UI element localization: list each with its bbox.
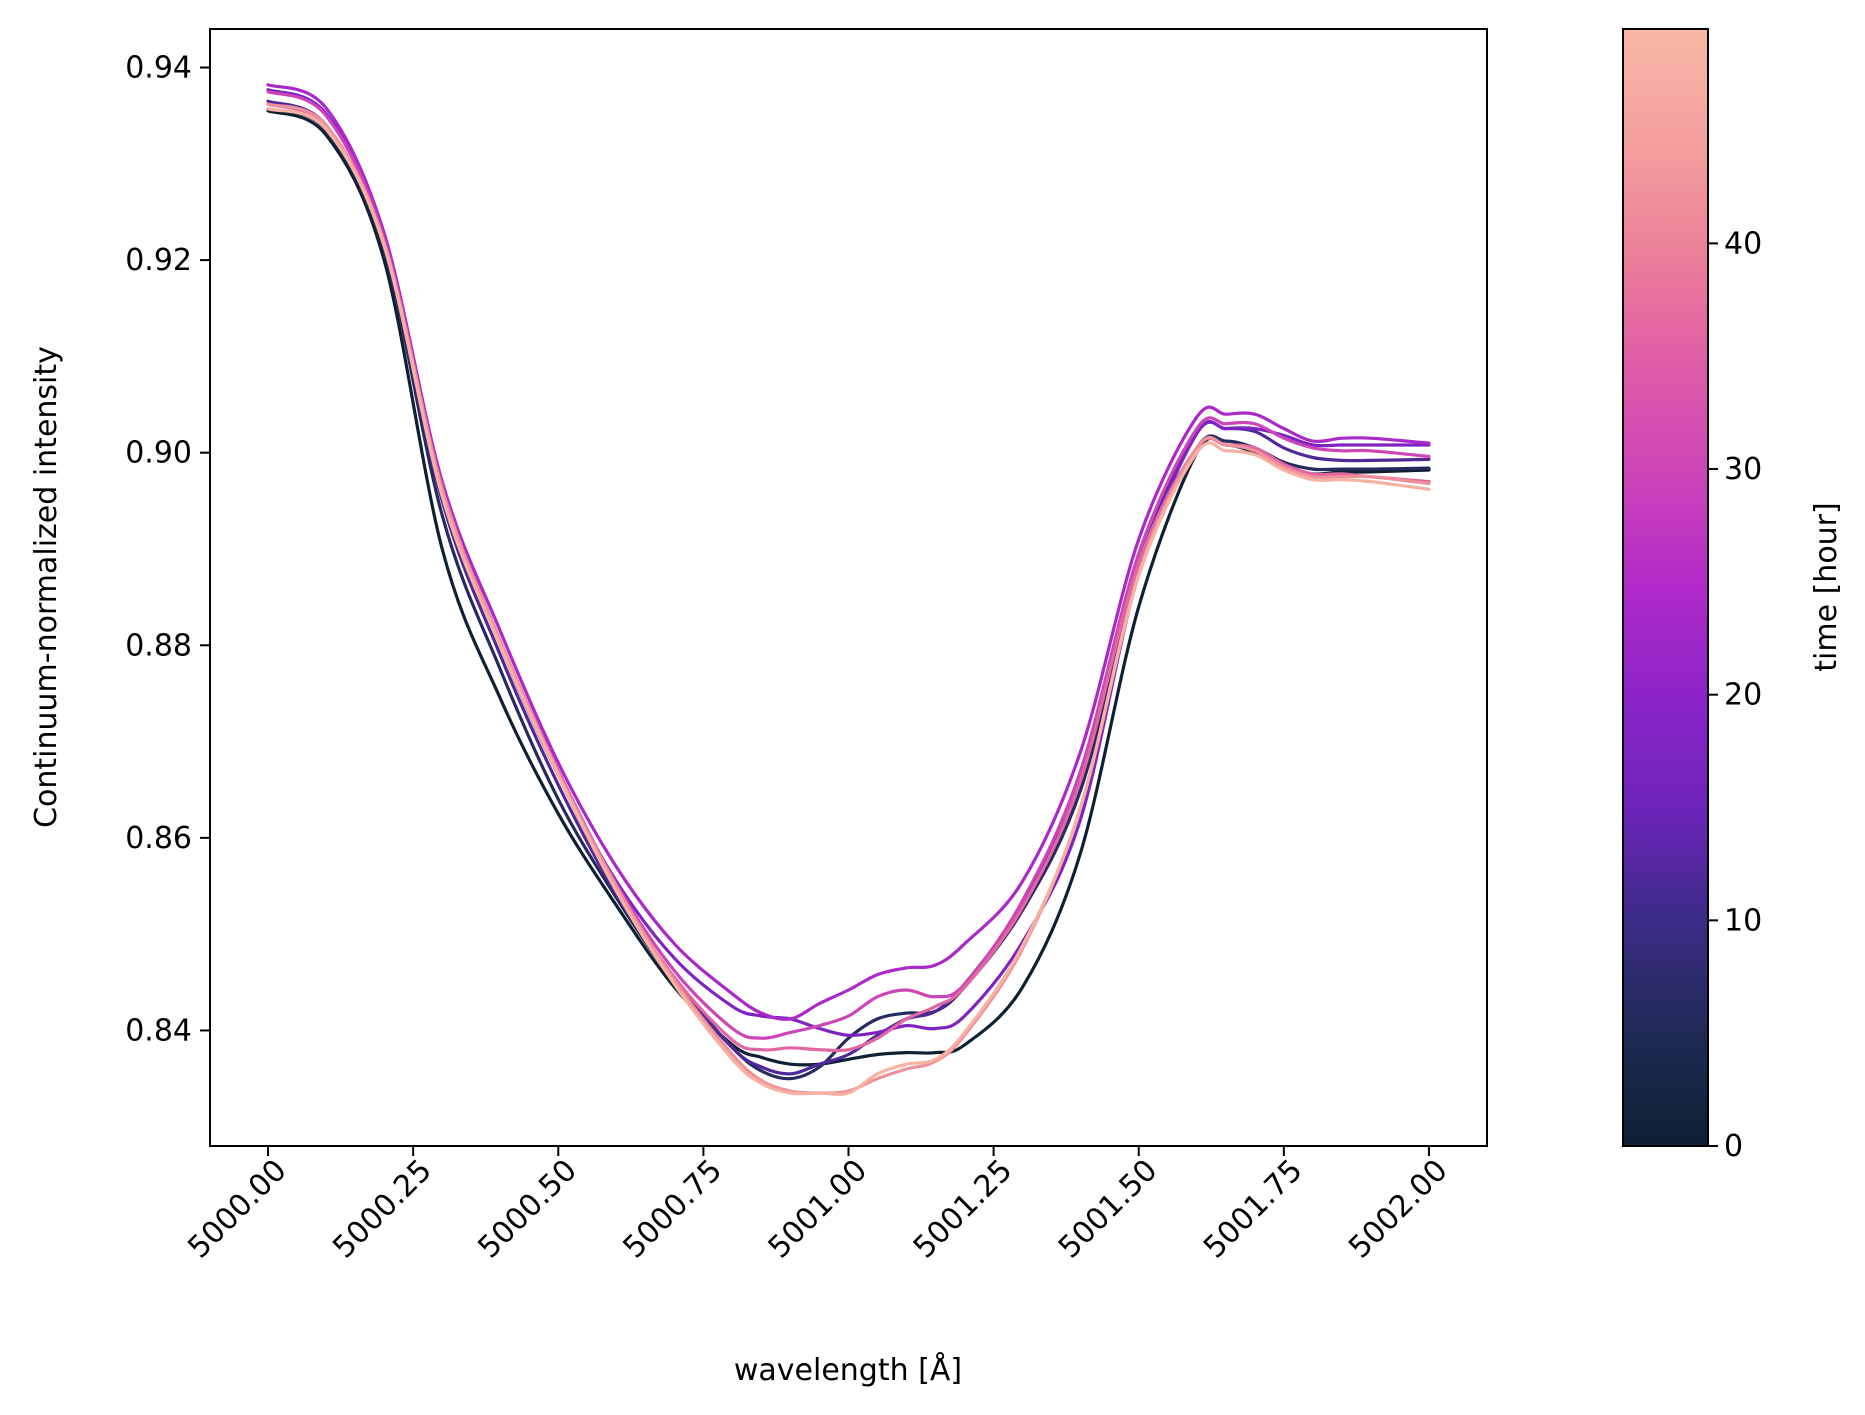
series-lines xyxy=(266,83,1431,1097)
x-tick-label: 5000.25 xyxy=(326,1153,438,1265)
x-tick-label: 5000.75 xyxy=(617,1153,729,1265)
x-axis-ticks: 5000.00 5000.25 5000.50 5000.75 5001.00 5001.… xyxy=(181,1146,1455,1265)
colorbar xyxy=(1622,28,1709,1147)
y-tick-label: 0.88 xyxy=(125,628,192,663)
colorbar-tick-label: 20 xyxy=(1724,678,1762,713)
series-line xyxy=(266,107,1431,1081)
series-line xyxy=(266,107,1431,1097)
x-tick-label: 5001.75 xyxy=(1197,1153,1309,1265)
colorbar-label: time [hour] xyxy=(1809,502,1844,671)
series-line xyxy=(266,102,1431,1053)
x-tick-label: 5000.00 xyxy=(181,1153,293,1265)
colorbar-tick-label: 10 xyxy=(1724,903,1762,938)
colorbar-tick-label: 0 xyxy=(1724,1129,1743,1164)
colorbar-tick-label: 30 xyxy=(1724,452,1762,487)
y-tick-label: 0.92 xyxy=(125,243,192,278)
colorbar-tick-label: 40 xyxy=(1724,226,1762,261)
series-line xyxy=(266,88,1431,1038)
x-tick-label: 5002.00 xyxy=(1342,1153,1454,1265)
y-tick-label: 0.84 xyxy=(125,1013,192,1048)
y-tick-label: 0.94 xyxy=(125,51,192,86)
x-tick-label: 5001.25 xyxy=(907,1153,1019,1265)
series-line xyxy=(266,109,1431,1067)
colorbar-ticks: 0 10 20 30 40 xyxy=(1708,226,1762,1164)
y-tick-label: 0.90 xyxy=(125,436,192,471)
y-tick-label: 0.86 xyxy=(125,821,192,856)
x-tick-label: 5001.00 xyxy=(762,1153,874,1265)
x-axis-label: wavelength [Å] xyxy=(734,1352,962,1388)
y-axis-label: Continuum-normalized intensity xyxy=(29,346,64,828)
plot-frame xyxy=(209,28,1488,1147)
x-tick-label: 5001.50 xyxy=(1052,1153,1164,1265)
series-line xyxy=(266,99,1431,1076)
series-line xyxy=(266,102,1431,1095)
series-line xyxy=(266,83,1431,1021)
y-axis-ticks: 0.84 0.86 0.88 0.90 0.92 0.94 xyxy=(125,51,210,1048)
x-tick-label: 5000.50 xyxy=(471,1153,583,1265)
series-line xyxy=(266,90,1431,1040)
